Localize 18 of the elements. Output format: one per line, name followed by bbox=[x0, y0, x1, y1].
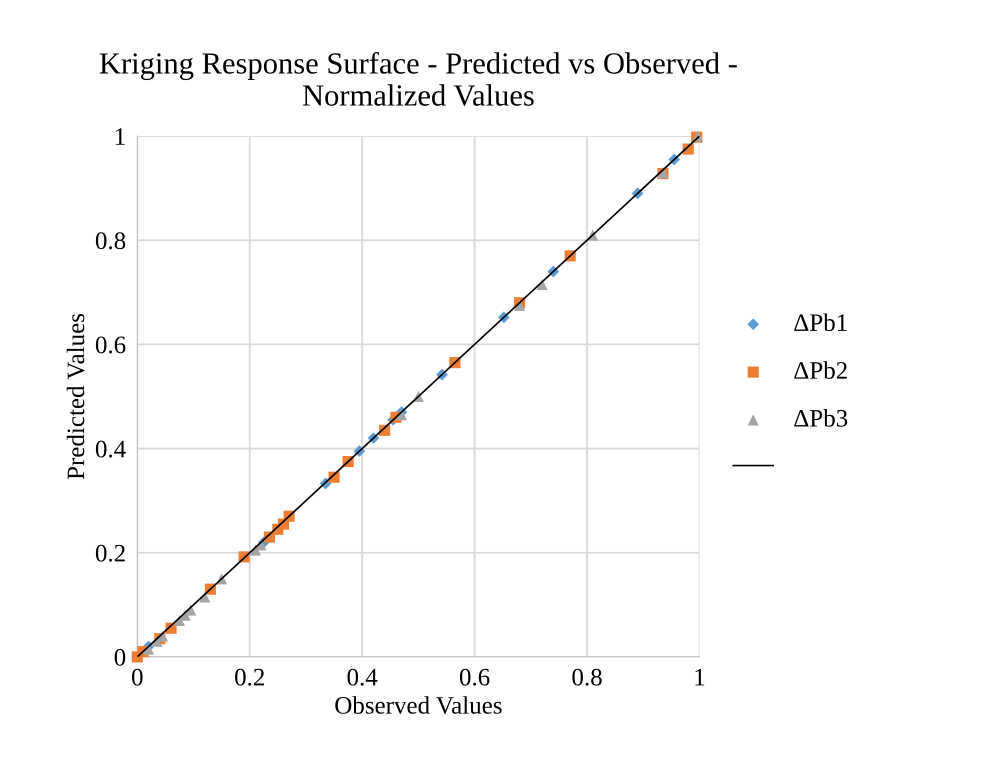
y-tick-label: 0.8 bbox=[96, 232, 126, 250]
x-axis-title: Observed Values bbox=[335, 696, 502, 714]
x-tick-label: 0.6 bbox=[460, 668, 490, 686]
y-axis-title: Predicted Values bbox=[66, 314, 84, 480]
legend-label: ΔPb2 bbox=[794, 361, 847, 379]
y-tick-label: 0.6 bbox=[96, 336, 126, 354]
legend-label: ΔPb1 bbox=[794, 313, 847, 332]
x-tick-label: 0.8 bbox=[572, 668, 602, 686]
x-tick-label: 0.2 bbox=[235, 668, 264, 686]
x-tick-label: 0 bbox=[132, 668, 143, 686]
x-tick-label: 1 bbox=[695, 668, 704, 686]
y-tick-label: 0.4 bbox=[96, 440, 126, 458]
chart-title: Kriging Response Surface - Predicted vs Observed - Normalized Values bbox=[100, 52, 737, 106]
legend-label: ΔPb3 bbox=[794, 409, 848, 427]
x-tick-label: 0.4 bbox=[348, 668, 378, 686]
y-tick-label: 0 bbox=[114, 648, 126, 666]
y-tick-label: 0.2 bbox=[96, 544, 125, 562]
y-tick-label: 1 bbox=[116, 128, 125, 145]
